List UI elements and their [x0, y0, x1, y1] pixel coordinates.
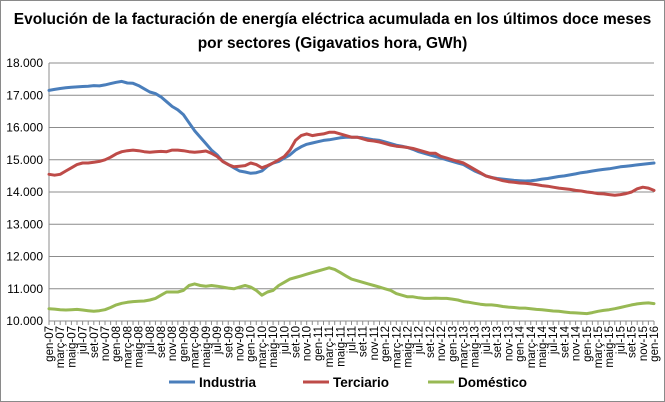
- x-tick-label: set-15: [627, 326, 639, 358]
- chart-title: Evolución de la facturación de energía e…: [13, 11, 652, 52]
- x-tick-label: gen-15: [582, 326, 594, 362]
- x-tick-label: jul-10: [279, 326, 291, 355]
- legend-label: Industria: [199, 375, 256, 390]
- x-tick-label: maig-13: [470, 326, 482, 368]
- x-tick-label: gen-07: [44, 326, 56, 362]
- x-tick-label: maig-09: [201, 326, 213, 368]
- series-line-industria: [47, 79, 656, 183]
- y-tick-label: 17.000: [6, 88, 43, 102]
- x-tick-label: gen-10: [246, 326, 258, 362]
- x-tick-label: nov-10: [302, 326, 314, 361]
- x-tick-label: maig-07: [66, 326, 78, 368]
- x-tick-label: gen-16: [649, 326, 661, 362]
- legend-label: Terciario: [333, 375, 389, 390]
- y-tick-label: 18.000: [6, 56, 43, 70]
- x-tick-label: nov-09: [234, 326, 246, 361]
- x-tick-label: nov-07: [100, 326, 112, 361]
- y-tick-label: 13.000: [6, 217, 43, 231]
- x-tick-label: març-15: [593, 326, 605, 368]
- x-tick-label: jul-14: [548, 325, 560, 355]
- x-tick-label: maig-12: [403, 326, 415, 368]
- x-tick-label: març-10: [257, 326, 269, 368]
- x-tick-label: maig-10: [268, 326, 280, 368]
- x-tick-label: jul-13: [481, 326, 493, 355]
- series-line-terciario: [47, 130, 656, 197]
- series-line-domstico: [47, 266, 656, 316]
- x-tick-label: nov-13: [503, 326, 515, 361]
- x-tick-label: maig-14: [537, 325, 549, 367]
- x-tick-label: gen-11: [313, 326, 325, 361]
- y-tick-label: 11.000: [7, 282, 43, 296]
- x-tick-label: jul-15: [615, 326, 627, 355]
- x-tick-label: maig-15: [604, 326, 616, 368]
- x-tick-label: gen-08: [111, 326, 123, 362]
- x-tick-label: jul-11: [347, 326, 359, 354]
- x-tick-label: set-13: [492, 326, 504, 358]
- x-tick-label: nov-15: [638, 326, 650, 361]
- x-tick-label: maig-08: [134, 326, 146, 368]
- x-tick-label: març-09: [190, 326, 202, 368]
- y-tick-label: 12.000: [6, 250, 43, 264]
- x-tick-label: gen-13: [447, 326, 459, 362]
- x-tick-label: nov-12: [436, 326, 448, 361]
- legend-label: Doméstico: [458, 375, 527, 390]
- x-tick-label: març-08: [122, 326, 134, 368]
- x-tick-label: maig-11: [335, 326, 347, 367]
- x-tick-label: set-11: [358, 326, 370, 357]
- x-tick-label: set-09: [223, 326, 235, 358]
- y-tick-label: 15.000: [6, 153, 43, 167]
- x-tick-label: març-11: [324, 326, 336, 367]
- x-tick-label: març-12: [391, 326, 403, 368]
- x-tick-label: nov-11: [369, 326, 381, 360]
- x-tick-label: jul-08: [145, 326, 157, 355]
- x-tick-label: gen-09: [178, 326, 190, 362]
- y-tick-label: 14.000: [6, 185, 43, 199]
- x-tick-label: set-07: [89, 326, 101, 358]
- x-tick-label: nov-08: [167, 326, 179, 361]
- x-tick-label: març-13: [459, 326, 471, 368]
- x-tick-label: gen-14: [515, 325, 527, 361]
- x-tick-label: març-07: [55, 326, 67, 368]
- x-tick-label: set-08: [156, 326, 168, 358]
- x-tick-label: gen-12: [380, 326, 392, 362]
- x-tick-label: jul-09: [212, 326, 224, 355]
- x-tick-label: set-10: [290, 326, 302, 358]
- x-tick-label: set-12: [425, 326, 437, 358]
- x-tick-label: jul-07: [78, 326, 90, 355]
- y-tick-label: 10.000: [6, 314, 43, 328]
- x-tick-label: març-14: [526, 325, 538, 368]
- x-tick-label: jul-12: [414, 326, 426, 355]
- y-tick-label: 16.000: [6, 121, 43, 135]
- x-tick-label: nov-14: [571, 325, 583, 361]
- x-tick-label: set-14: [559, 325, 571, 358]
